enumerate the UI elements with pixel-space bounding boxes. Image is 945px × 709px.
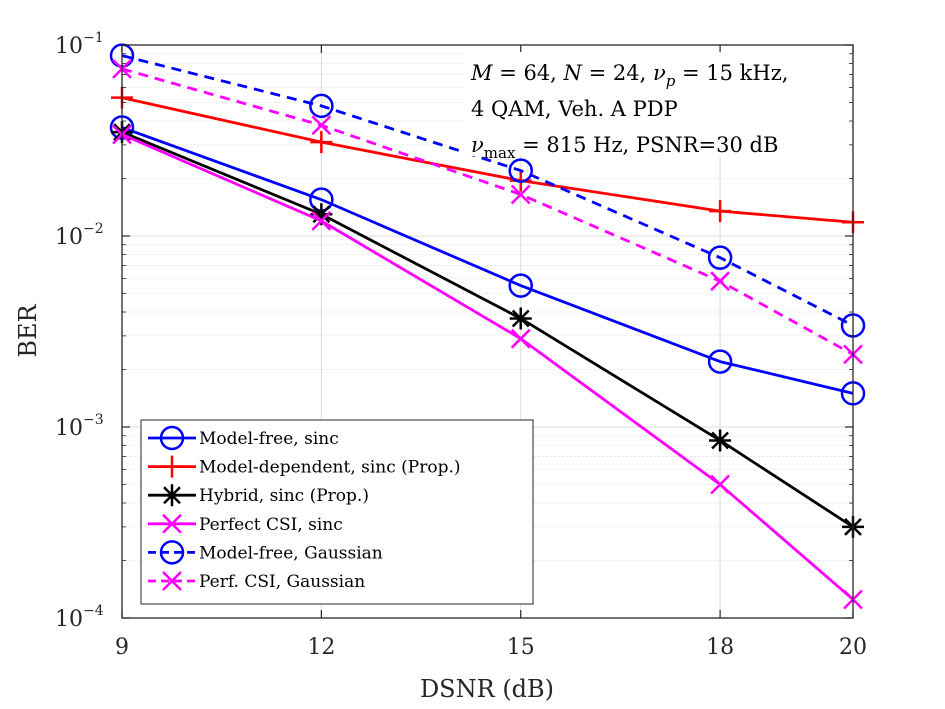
x-tick-label: 12 [307,635,335,660]
annotation-line-3: νmax = 815 Hz, PSNR=30 dB [471,133,778,162]
y-tick-label: 10−1 [55,30,104,59]
legend-label: Model-free, Gaussian [199,543,383,563]
x-tick-label: 20 [839,635,867,660]
legend-item-3: Hybrid, sinc (Prop.) [148,484,369,506]
legend-item-5: Model-free, Gaussian [148,540,383,565]
series-line [121,126,854,395]
legend-item-2: Model-dependent, sinc (Prop.) [148,455,461,478]
axes-box [121,44,854,619]
legend-label: Model-free, sinc [199,429,339,449]
data-point [710,474,730,495]
data-point [707,349,733,374]
legend-label: Model-dependent, sinc (Prop.) [199,458,461,478]
legend-marker [162,571,182,591]
x-tick-label: 18 [706,635,734,660]
series-1 [109,115,866,406]
legend-marker [161,455,183,478]
series-group [109,43,866,610]
series-4 [112,124,863,610]
data-point [510,184,531,205]
legend-item-4: Perfect CSI, sinc [148,513,343,535]
legend-marker [159,540,185,565]
y-tick-label: 10−2 [55,221,104,250]
y-tick-label: 10−3 [55,412,104,441]
data-point [311,115,332,136]
series-line [121,67,854,356]
data-point [310,131,333,154]
legend-box [140,419,534,605]
series-6 [112,58,863,365]
data-point [709,200,732,223]
data-point [508,158,533,183]
legend: Model-free, sinc Model-dependent, sinc (P… [140,419,534,605]
legend-label: Perfect CSI, sinc [199,515,343,535]
series-line [121,54,854,327]
data-point [509,307,532,330]
x-tick-label: 9 [115,635,129,660]
legend-marker [162,513,182,534]
x-tick-label: 15 [507,635,535,660]
legend-item-6: Perf. CSI, Gaussian [148,571,365,592]
data-point [309,93,334,119]
annotation-background [465,52,847,156]
data-point [709,429,732,452]
y-tick-labels: 10−1 10−2 10−3 10−4 [55,30,104,632]
x-tick-labels: 9 12 15 18 20 [115,635,867,660]
x-axis-label: DSNR (dB) [420,675,554,703]
y-axis-label: BER [14,303,42,357]
legend-label: Perf. CSI, Gaussian [199,572,365,592]
ticks [121,44,854,619]
annotation-line-2: 4 QAM, Veh. A PDP [471,97,678,121]
legend-marker [161,484,183,507]
y-tick-label: 10−4 [55,603,104,632]
legend-item-1: Model-free, sinc [148,425,339,451]
legend-marker [159,425,185,451]
data-point [311,210,332,231]
legend-label: Hybrid, sinc (Prop.) [199,486,369,506]
data-point [508,273,533,298]
data-point [710,271,730,292]
data-point [707,245,733,270]
data-point [510,328,531,349]
data-point [310,203,333,226]
